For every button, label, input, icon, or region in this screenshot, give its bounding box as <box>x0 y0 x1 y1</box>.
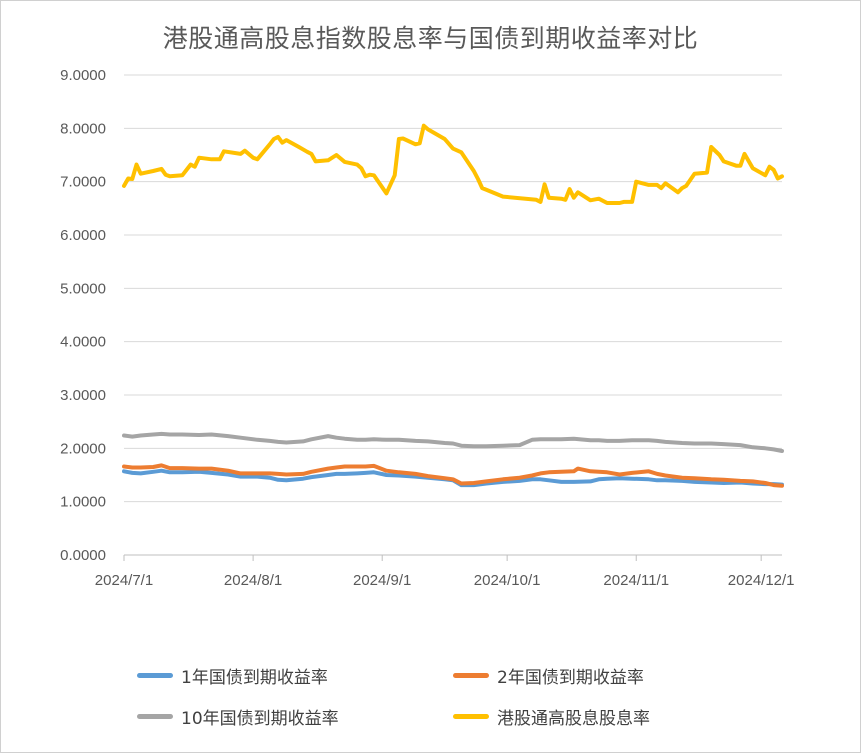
x-tick-label: 2024/12/1 <box>728 572 795 589</box>
legend-swatch-dividend <box>453 714 489 719</box>
y-tick-label: 9.0000 <box>60 67 106 84</box>
y-tick-label: 5.0000 <box>60 280 106 297</box>
x-tick-label: 2024/11/1 <box>603 572 669 589</box>
legend-swatch-10y <box>137 714 173 719</box>
legend-swatch-1y <box>137 673 173 678</box>
legend-item-1y: 1年国债到期收益率 <box>137 663 328 688</box>
x-tick-label: 2024/9/1 <box>353 572 411 589</box>
legend-item-10y: 10年国债到期收益率 <box>137 704 339 729</box>
legend-item-2y: 2年国债到期收益率 <box>453 663 644 688</box>
legend-label-dividend: 港股通高股息股息率 <box>497 709 650 729</box>
series-line-3 <box>122 123 784 205</box>
y-tick-label: 8.0000 <box>60 120 106 137</box>
y-tick-label: 2.0000 <box>60 440 106 457</box>
y-tick-label: 0.0000 <box>60 547 106 564</box>
legend-swatch-2y <box>453 673 489 678</box>
y-tick-label: 7.0000 <box>60 174 106 191</box>
line-chart: 0.0000 1.0000 2.0000 3.0000 4.0000 5.0000 6.00… <box>60 67 795 589</box>
x-tick-label: 2024/7/1 <box>95 572 153 589</box>
legend-label-1y: 1年国债到期收益率 <box>181 668 328 688</box>
legend-label-2y: 2年国债到期收益率 <box>497 668 644 688</box>
legend-label-10y: 10年国债到期收益率 <box>181 709 339 729</box>
chart-title: 港股通高股息指数股息率与国债到期收益率对比 <box>162 24 699 53</box>
series-line-1 <box>122 463 784 488</box>
y-tick-label: 4.0000 <box>60 334 106 351</box>
y-tick-label: 1.0000 <box>60 494 106 511</box>
legend-item-dividend: 港股通高股息股息率 <box>453 704 650 729</box>
x-tick-label: 2024/10/1 <box>474 572 541 589</box>
x-tick-label: 2024/8/1 <box>224 572 282 589</box>
series-line-2 <box>122 431 784 453</box>
y-tick-label: 3.0000 <box>60 387 106 404</box>
y-tick-label: 6.0000 <box>60 227 106 244</box>
